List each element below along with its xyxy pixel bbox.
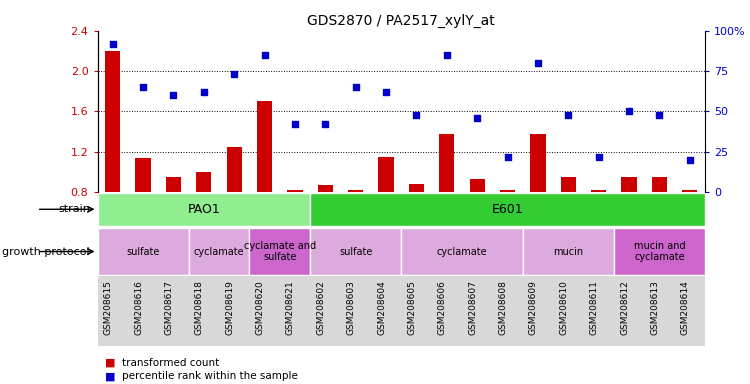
Point xyxy=(502,154,514,160)
Text: GSM208613: GSM208613 xyxy=(650,280,659,335)
Bar xyxy=(614,228,705,275)
Bar xyxy=(530,134,545,192)
Text: GSM208620: GSM208620 xyxy=(256,280,265,335)
Text: mucin and
cyclamate: mucin and cyclamate xyxy=(634,241,686,262)
Point xyxy=(137,84,149,90)
Text: GSM208616: GSM208616 xyxy=(134,280,143,335)
Bar xyxy=(98,193,310,226)
Text: GSM208611: GSM208611 xyxy=(590,280,598,335)
Bar xyxy=(189,228,249,275)
Text: GSM208612: GSM208612 xyxy=(620,280,629,335)
Bar xyxy=(348,190,363,192)
Title: GDS2870 / PA2517_xylY_at: GDS2870 / PA2517_xylY_at xyxy=(308,14,495,28)
Bar xyxy=(226,147,242,192)
Text: cyclamate: cyclamate xyxy=(436,247,488,257)
Text: GSM208605: GSM208605 xyxy=(407,280,416,335)
Text: ■: ■ xyxy=(105,358,116,368)
Text: percentile rank within the sample: percentile rank within the sample xyxy=(122,371,297,381)
Point xyxy=(684,157,696,163)
Bar xyxy=(440,134,454,192)
Bar xyxy=(379,157,394,192)
Bar xyxy=(105,51,120,192)
Text: GSM208615: GSM208615 xyxy=(104,280,112,335)
Point xyxy=(228,71,240,77)
Text: transformed count: transformed count xyxy=(122,358,219,368)
Point xyxy=(289,121,301,127)
Point xyxy=(471,115,483,121)
Text: GSM208604: GSM208604 xyxy=(377,280,386,335)
Bar xyxy=(310,228,401,275)
Text: GSM208614: GSM208614 xyxy=(681,280,690,335)
Text: sulfate: sulfate xyxy=(126,247,160,257)
Point xyxy=(562,111,574,118)
Bar xyxy=(318,185,333,192)
Bar xyxy=(310,193,705,226)
Point xyxy=(441,52,453,58)
Bar xyxy=(561,177,576,192)
Text: GSM208621: GSM208621 xyxy=(286,280,295,335)
Bar xyxy=(166,177,181,192)
Text: GSM208618: GSM208618 xyxy=(195,280,204,335)
Text: GSM208610: GSM208610 xyxy=(560,280,568,335)
Point xyxy=(410,111,422,118)
Text: GSM208606: GSM208606 xyxy=(438,280,447,335)
Text: GSM208607: GSM208607 xyxy=(468,280,477,335)
Bar xyxy=(136,158,151,192)
Bar xyxy=(257,101,272,192)
Point xyxy=(623,108,635,114)
Bar xyxy=(196,172,211,192)
Point xyxy=(106,41,118,47)
Point xyxy=(592,154,604,160)
Text: mucin: mucin xyxy=(554,247,584,257)
Text: GSM208619: GSM208619 xyxy=(225,280,234,335)
Bar xyxy=(523,228,614,275)
Point xyxy=(198,89,210,95)
Point xyxy=(380,89,392,95)
Bar xyxy=(470,179,484,192)
Bar xyxy=(622,177,637,192)
Point xyxy=(532,60,544,66)
Text: PAO1: PAO1 xyxy=(188,203,220,216)
Text: sulfate: sulfate xyxy=(339,247,372,257)
Text: GSM208609: GSM208609 xyxy=(529,280,538,335)
Text: cyclamate: cyclamate xyxy=(194,247,244,257)
Bar xyxy=(409,184,424,192)
Text: growth protocol: growth protocol xyxy=(2,247,90,257)
Text: cyclamate and
sulfate: cyclamate and sulfate xyxy=(244,241,316,262)
Point xyxy=(653,111,665,118)
Bar xyxy=(287,190,302,192)
Point xyxy=(320,121,332,127)
Text: GSM208617: GSM208617 xyxy=(164,280,173,335)
Bar xyxy=(500,190,515,192)
Bar xyxy=(249,228,310,275)
Point xyxy=(350,84,361,90)
Text: GSM208602: GSM208602 xyxy=(316,280,326,335)
Text: strain: strain xyxy=(58,204,90,214)
Point xyxy=(167,92,179,98)
Bar xyxy=(682,190,698,192)
Text: GSM208608: GSM208608 xyxy=(499,280,508,335)
Bar xyxy=(401,228,523,275)
Bar xyxy=(652,177,667,192)
Bar xyxy=(591,190,606,192)
Point xyxy=(259,52,271,58)
Text: ■: ■ xyxy=(105,371,116,381)
Bar xyxy=(98,228,189,275)
Text: E601: E601 xyxy=(492,203,524,216)
Text: GSM208603: GSM208603 xyxy=(346,280,355,335)
